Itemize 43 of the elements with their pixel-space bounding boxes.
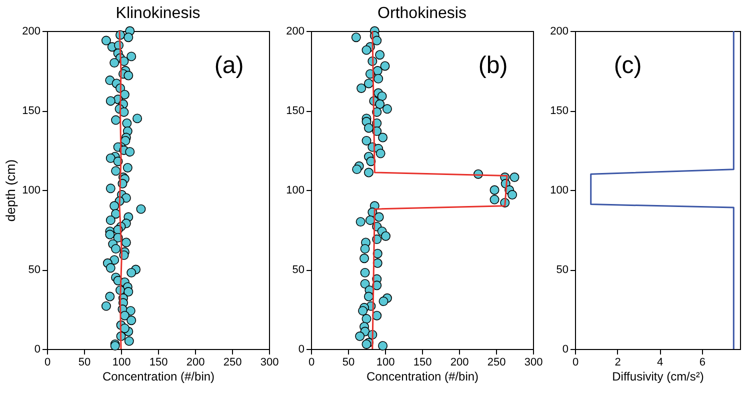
x-tick-label: 300 <box>524 356 543 368</box>
x-tick-label: 200 <box>186 356 205 368</box>
x-axis-title: Diffusivity (cm/s²) <box>612 370 704 384</box>
y-tick-label: 0 <box>298 344 304 356</box>
y-tick-label: 200 <box>22 26 40 38</box>
x-tick-label: 0 <box>572 356 579 368</box>
annotation: (c) <box>614 52 642 79</box>
y-tick-label: 100 <box>550 184 568 196</box>
x-axis-title: Concentration (#/bin) <box>102 370 215 384</box>
y-tick-label: 150 <box>22 105 40 117</box>
chart-title: Klinokinesis <box>116 5 200 22</box>
y-tick-label: 150 <box>286 105 304 117</box>
y-tick-label: 50 <box>28 264 40 276</box>
y-tick-label: 200 <box>286 26 304 38</box>
annotation: (b) <box>478 52 508 79</box>
x-tick-label: 100 <box>112 356 131 368</box>
x-tick-label: 100 <box>376 356 395 368</box>
x-tick-label: 200 <box>450 356 469 368</box>
x-tick-label: 50 <box>78 356 91 368</box>
x-tick-label: 250 <box>223 356 242 368</box>
y-tick-label: 200 <box>550 26 568 38</box>
x-tick-label: 50 <box>342 356 355 368</box>
y-tick-label: 0 <box>34 344 40 356</box>
chart-title: Orthokinesis <box>378 5 466 22</box>
annotation: (a) <box>214 52 244 79</box>
y-tick-label: 50 <box>556 264 568 276</box>
x-tick-label: 0 <box>308 356 315 368</box>
y-tick-label: 50 <box>292 264 304 276</box>
x-tick-label: 6 <box>699 356 706 368</box>
x-tick-label: 4 <box>657 356 664 368</box>
x-tick-label: 2 <box>614 356 621 368</box>
x-tick-label: 250 <box>487 356 506 368</box>
y-tick-label: 0 <box>562 344 568 356</box>
y-tick-label: 100 <box>22 184 40 196</box>
x-axis-title: Concentration (#/bin) <box>366 370 479 384</box>
x-tick-label: 300 <box>260 356 279 368</box>
y-tick-label: 100 <box>286 184 304 196</box>
x-tick-label: 150 <box>149 356 168 368</box>
x-tick-label: 150 <box>413 356 432 368</box>
y-tick-label: 150 <box>550 105 568 117</box>
y-axis-title: depth (cm) <box>3 159 18 222</box>
x-tick-label: 0 <box>44 356 51 368</box>
line-series <box>590 30 734 350</box>
